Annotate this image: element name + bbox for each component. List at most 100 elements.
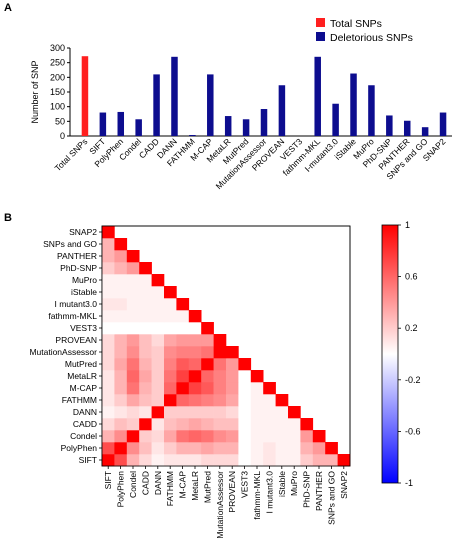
heatmap-cell bbox=[164, 334, 177, 346]
heatmap-cell bbox=[300, 454, 313, 466]
heatmap-cell bbox=[164, 430, 177, 442]
heatmap-cell bbox=[139, 394, 152, 406]
bar bbox=[118, 112, 125, 136]
heatmap-cell bbox=[102, 334, 115, 346]
row-label: CADD bbox=[73, 419, 97, 429]
heatmap-cell bbox=[176, 430, 189, 442]
heatmap-cell bbox=[276, 454, 289, 466]
heatmap-cell bbox=[288, 430, 301, 442]
col-label: MuPro bbox=[289, 471, 299, 496]
heatmap-cell bbox=[176, 346, 189, 358]
heatmap-cell bbox=[313, 430, 326, 442]
row-label: fathmm-MKL bbox=[48, 311, 97, 321]
heatmap-cell bbox=[152, 382, 165, 394]
legend-swatch bbox=[316, 18, 325, 27]
heatmap-cell bbox=[102, 454, 115, 466]
row-label: MuPro bbox=[72, 275, 97, 285]
heatmap-cell bbox=[263, 406, 276, 418]
col-label: iStable bbox=[277, 471, 287, 497]
heatmap-cell bbox=[139, 322, 152, 334]
heatmap-cell bbox=[164, 418, 177, 430]
heatmap-cell bbox=[139, 286, 152, 298]
heatmap-cell bbox=[251, 394, 264, 406]
col-label: PolyPhen bbox=[116, 471, 126, 508]
heatmap-cell bbox=[176, 442, 189, 454]
heatmap-cell bbox=[251, 442, 264, 454]
heatmap-cell bbox=[139, 430, 152, 442]
heatmap-cell bbox=[127, 298, 140, 310]
col-label: MetaLR bbox=[190, 471, 200, 501]
colorbar-tick-label: -1 bbox=[405, 478, 413, 488]
col-label: VEST3 bbox=[240, 471, 250, 498]
colorbar-tick-label: 0.6 bbox=[405, 272, 418, 282]
legend-swatch bbox=[316, 32, 325, 41]
bar bbox=[207, 74, 214, 136]
heatmap-cell bbox=[276, 394, 289, 406]
heatmap-cell bbox=[102, 418, 115, 430]
heatmap-cell bbox=[263, 394, 276, 406]
heatmap-cell bbox=[139, 262, 152, 274]
heatmap-cell bbox=[238, 454, 251, 466]
y-tick-label: 300 bbox=[50, 43, 65, 53]
heatmap-cell bbox=[152, 358, 165, 370]
col-label: Condel bbox=[128, 471, 138, 498]
row-label: DANN bbox=[73, 407, 97, 417]
heatmap-cell bbox=[102, 346, 115, 358]
heatmap-cell bbox=[325, 442, 338, 454]
heatmap-cell bbox=[189, 394, 202, 406]
heatmap-cell bbox=[152, 346, 165, 358]
heatmap-cell bbox=[102, 310, 115, 322]
heatmap-cell bbox=[164, 286, 177, 298]
heatmap-cell bbox=[288, 406, 301, 418]
heatmap-cell bbox=[152, 370, 165, 382]
row-label: M-CAP bbox=[70, 383, 98, 393]
heatmap-cell bbox=[201, 322, 214, 334]
heatmap-cell bbox=[276, 418, 289, 430]
heatmap-cell bbox=[102, 430, 115, 442]
col-label: FATHMM bbox=[165, 471, 175, 506]
heatmap-cell bbox=[164, 394, 177, 406]
col-label: CADD bbox=[140, 471, 150, 495]
heatmap-cell bbox=[114, 442, 127, 454]
heatmap-cell bbox=[226, 370, 239, 382]
heatmap-cell bbox=[114, 250, 127, 262]
heatmap-cell bbox=[176, 454, 189, 466]
heatmap-cell bbox=[313, 454, 326, 466]
bar-chart: 050100150200250300Number of SNPTotal SNP… bbox=[0, 0, 457, 205]
heatmap-cell bbox=[114, 322, 127, 334]
heatmap-cell bbox=[201, 370, 214, 382]
row-label: SNAP2 bbox=[69, 227, 97, 237]
heatmap-cell bbox=[201, 394, 214, 406]
col-label: SNPs and GO bbox=[326, 471, 336, 525]
heatmap-cell bbox=[214, 346, 227, 358]
heatmap-cell bbox=[127, 454, 140, 466]
heatmap-cell bbox=[251, 406, 264, 418]
x-tick-label: Total SNPs bbox=[53, 136, 90, 173]
heatmap-cell bbox=[127, 418, 140, 430]
heatmap-cell bbox=[127, 382, 140, 394]
heatmap-cell bbox=[176, 394, 189, 406]
heatmap-cell bbox=[139, 406, 152, 418]
heatmap-cell bbox=[226, 406, 239, 418]
row-label: I mutant3.0 bbox=[54, 299, 97, 309]
heatmap-cell bbox=[176, 322, 189, 334]
y-tick-label: 0 bbox=[60, 131, 65, 141]
heatmap-cell bbox=[251, 418, 264, 430]
heatmap-cell bbox=[139, 298, 152, 310]
heatmap-cell bbox=[189, 310, 202, 322]
heatmap-cell bbox=[214, 442, 227, 454]
heatmap-cell bbox=[263, 418, 276, 430]
heatmap-cell bbox=[164, 370, 177, 382]
heatmap-cell bbox=[189, 418, 202, 430]
row-label: PROVEAN bbox=[55, 335, 97, 345]
heatmap-cell bbox=[102, 394, 115, 406]
heatmap-cell bbox=[102, 286, 115, 298]
heatmap-cell bbox=[238, 394, 251, 406]
row-label: Condel bbox=[70, 431, 97, 441]
colorbar bbox=[382, 225, 398, 483]
heatmap-cell bbox=[102, 322, 115, 334]
legend-label: Deletorious SNPs bbox=[330, 32, 413, 44]
heatmap-cell bbox=[189, 346, 202, 358]
heatmap-cell bbox=[114, 382, 127, 394]
heatmap-cell bbox=[288, 454, 301, 466]
